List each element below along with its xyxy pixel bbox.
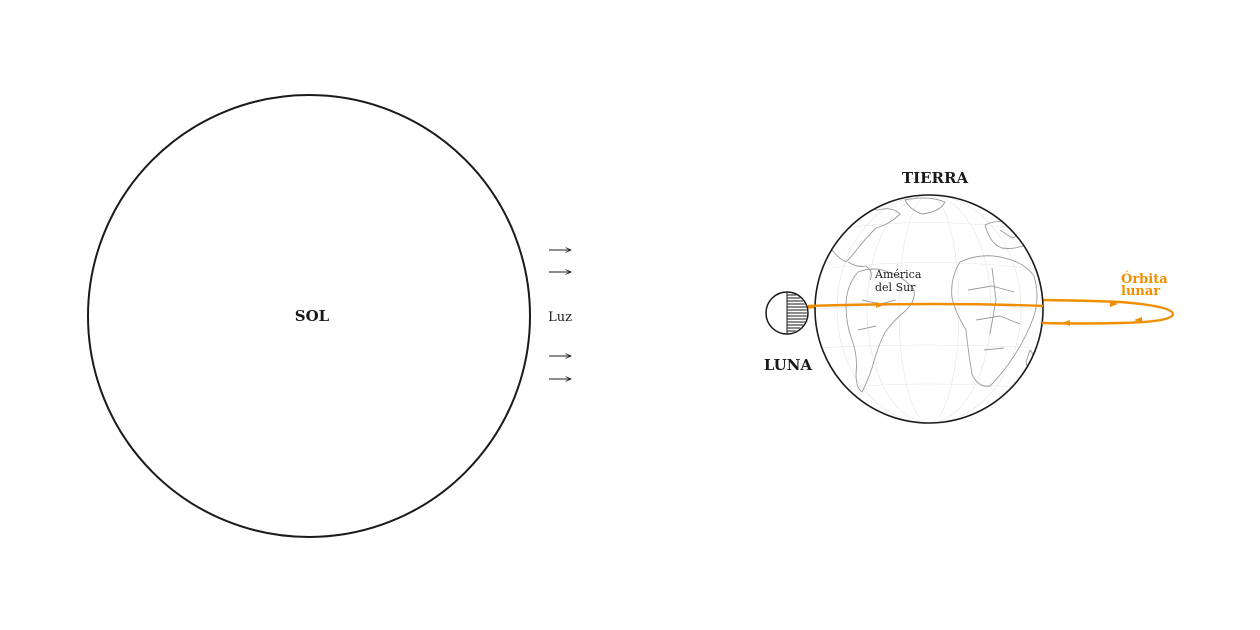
earth-outline [814,194,1044,424]
earth-graticule [815,195,1043,423]
south-america-label-line2: del Sur [875,281,916,294]
sun-label: SOL [295,307,330,325]
orbit-label-line2: lunar [1121,284,1160,299]
orbit-arrow [1134,317,1142,323]
sun: SOL [87,94,531,538]
orbit-label-line1: Órbita [1121,270,1168,287]
sun-disc [87,94,531,538]
orbit-arrow [1110,301,1118,307]
earth: TIERRA América del Sur [814,169,1044,424]
earth-label: TIERRA [902,169,969,187]
moon: LUNA [764,291,813,374]
moon-label: LUNA [764,356,813,374]
lunar-orbit-earth-crossing [807,302,1044,308]
lunar-orbit-front [1041,313,1175,325]
south-america-label-line1: América [874,268,922,281]
orbit-arrow [876,302,884,308]
light-rays: Luz [548,250,572,379]
orbit-arrow [1062,320,1070,326]
earth-disc [815,195,1043,423]
light-label: Luz [548,310,572,325]
